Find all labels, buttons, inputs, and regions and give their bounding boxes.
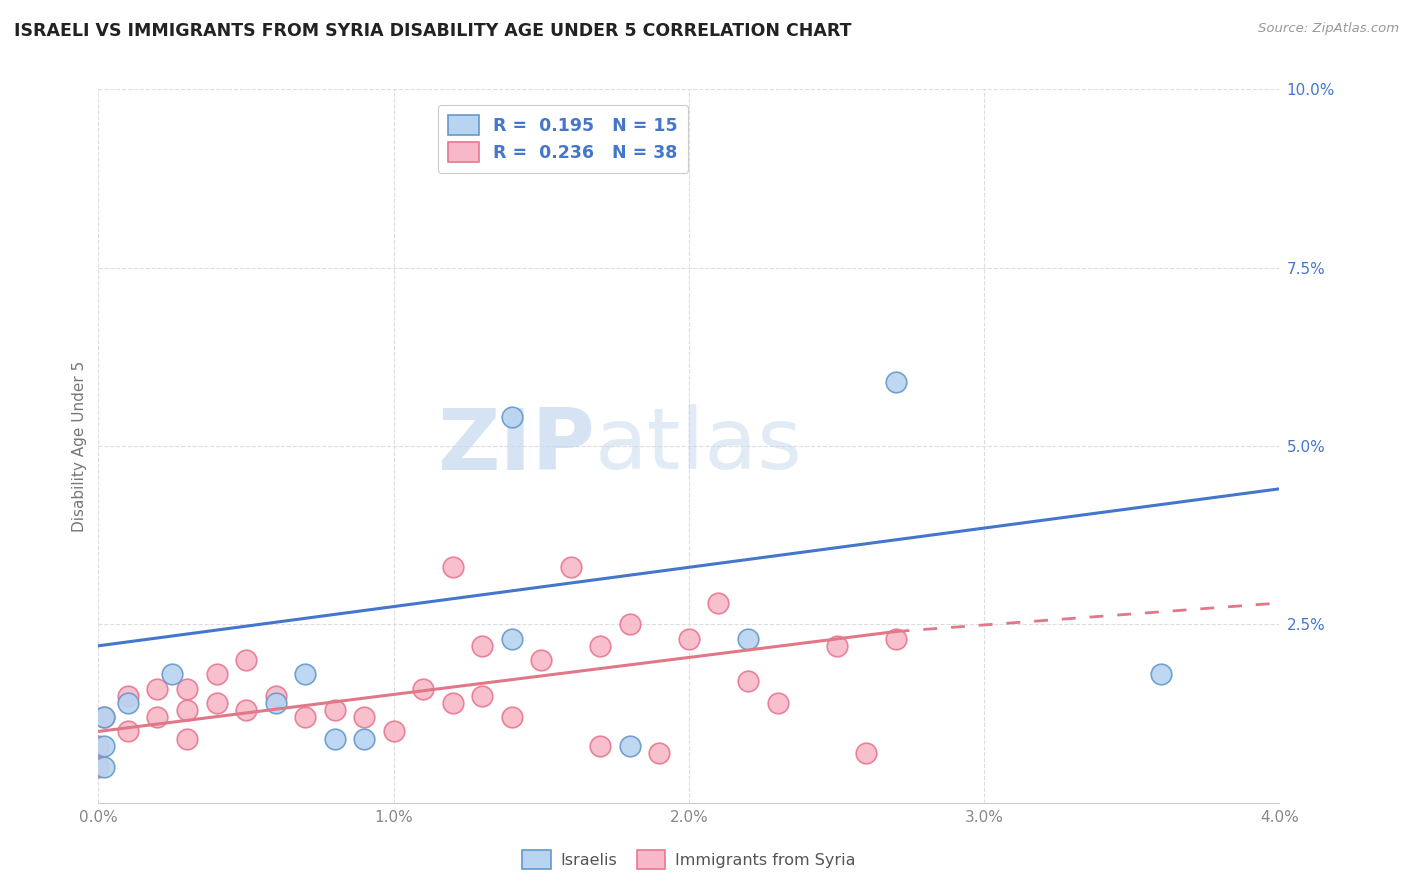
Point [93,710,115,724]
Point [678,632,700,646]
Text: Source: ZipAtlas.com: Source: ZipAtlas.com [1258,22,1399,36]
Point [294,667,316,681]
Text: ISRAELI VS IMMIGRANTS FROM SYRIA DISABILITY AGE UNDER 5 CORRELATION CHART: ISRAELI VS IMMIGRANTS FROM SYRIA DISABIL… [14,22,852,40]
Point [323,703,346,717]
Point [87,739,110,753]
Point [264,696,287,710]
Point [323,731,346,746]
Point [205,667,228,681]
Point [176,681,198,696]
Point [382,724,405,739]
Point [560,560,582,574]
Y-axis label: Disability Age Under 5: Disability Age Under 5 [72,360,87,532]
Point [737,632,759,646]
Point [176,703,198,717]
Point [471,639,494,653]
Point [707,596,730,610]
Point [87,760,110,774]
Point [353,710,375,724]
Point [648,746,671,760]
Point [530,653,553,667]
Point [501,410,523,425]
Point [619,617,641,632]
Point [501,632,523,646]
Point [589,639,612,653]
Point [117,689,139,703]
Point [117,696,139,710]
Point [93,739,115,753]
Point [264,689,287,703]
Point [855,746,877,760]
Legend: Israelis, Immigrants from Syria: Israelis, Immigrants from Syria [515,842,863,877]
Point [93,760,115,774]
Point [294,710,316,724]
Point [235,653,257,667]
Text: atlas: atlas [595,404,803,488]
Point [117,724,139,739]
Point [146,710,169,724]
Point [825,639,848,653]
Point [162,667,183,681]
Point [205,696,228,710]
Point [235,703,257,717]
Point [441,696,464,710]
Point [471,689,494,703]
Point [146,681,169,696]
Point [766,696,789,710]
Point [1150,667,1173,681]
Point [884,375,907,389]
Point [737,674,759,689]
Text: ZIP: ZIP [437,404,595,488]
Point [353,731,375,746]
Point [176,731,198,746]
Point [501,710,523,724]
Point [441,560,464,574]
Point [884,632,907,646]
Point [412,681,434,696]
Point [619,739,641,753]
Point [93,710,115,724]
Point [589,739,612,753]
